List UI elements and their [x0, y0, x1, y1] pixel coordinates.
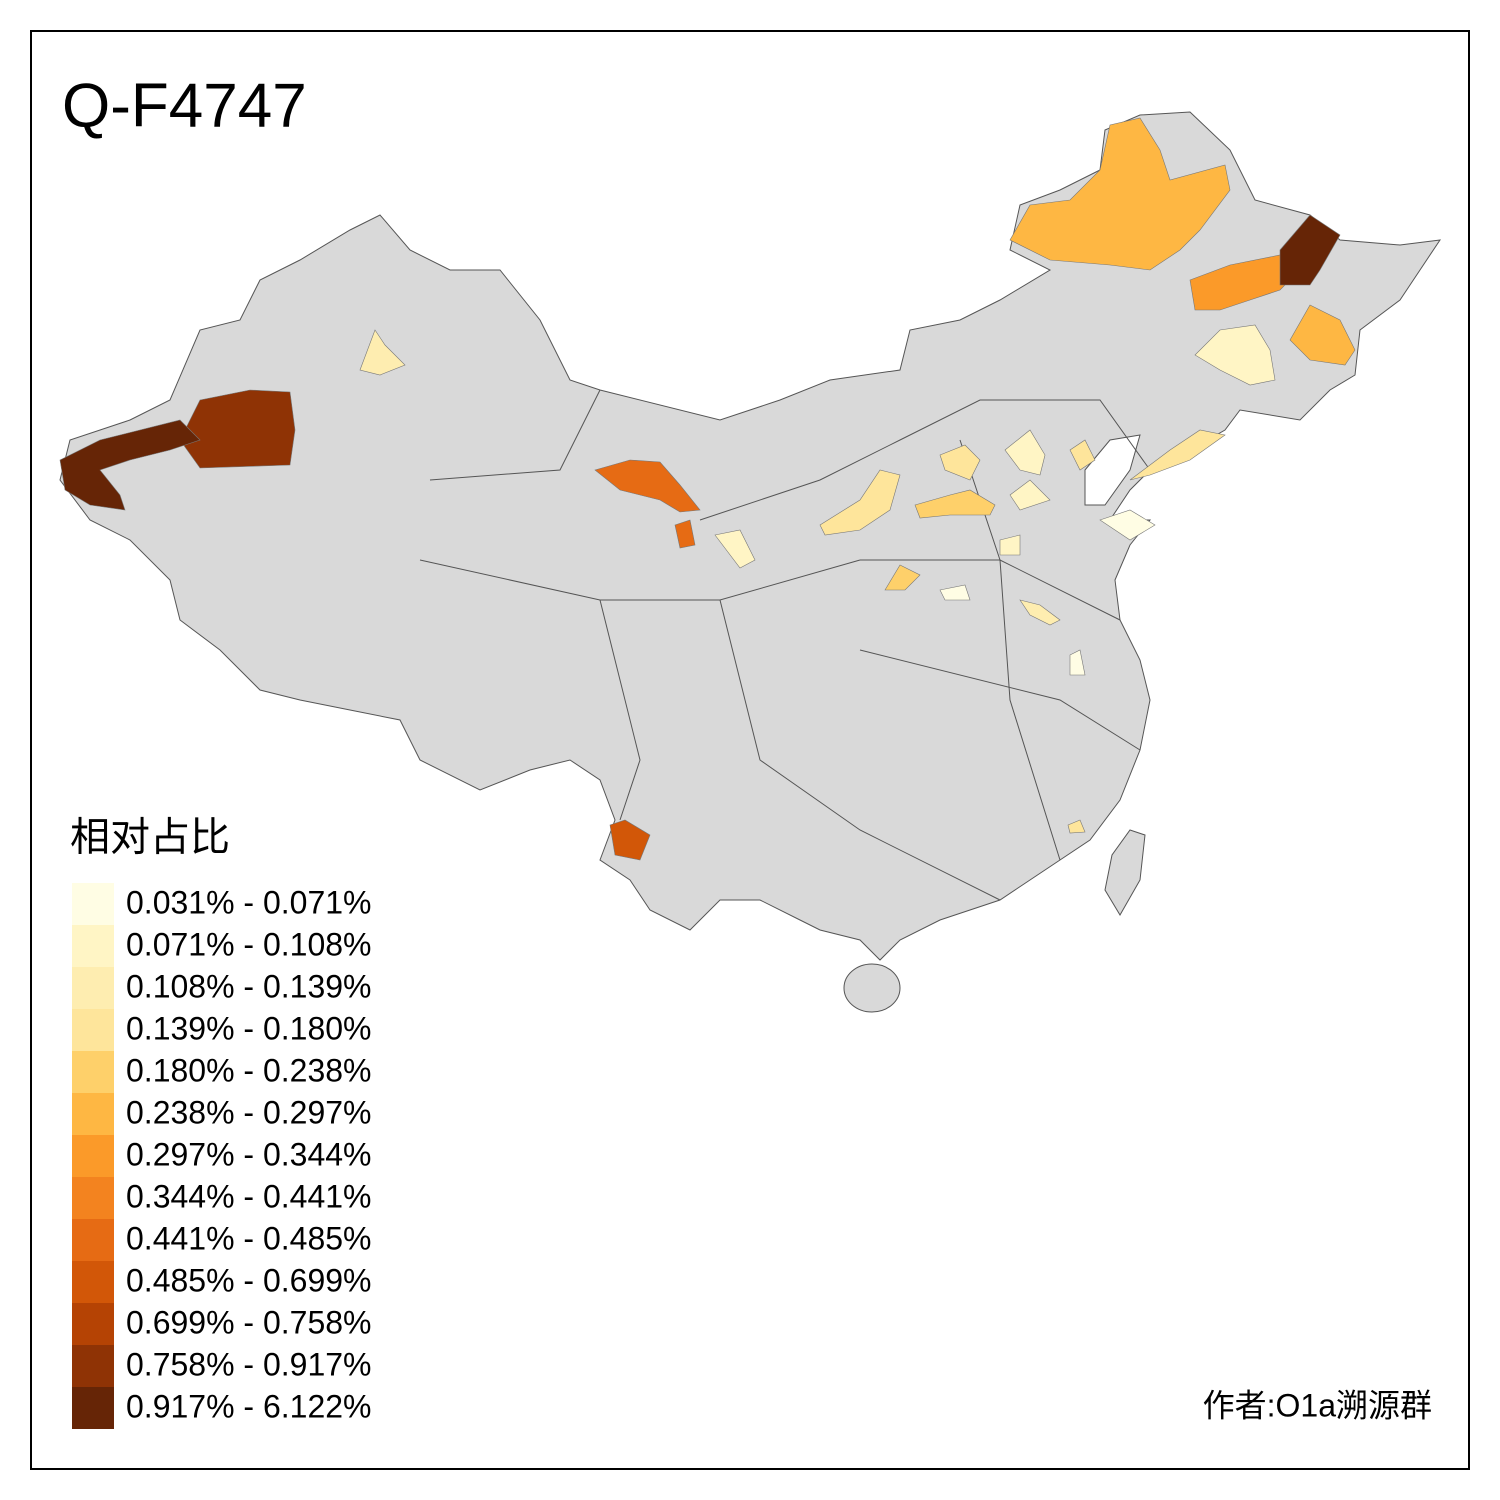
region [1004, 429, 1046, 476]
region [884, 564, 921, 591]
region [1189, 254, 1301, 311]
country-outline [59, 111, 1442, 961]
legend-swatch [72, 1303, 114, 1345]
region [1069, 439, 1096, 471]
legend-swatch [72, 1051, 114, 1093]
region [1194, 324, 1276, 386]
region [1019, 599, 1061, 626]
legend-label: 0.917% - 6.122% [126, 1388, 372, 1424]
legend-label: 0.297% - 0.344% [126, 1136, 372, 1172]
legend-swatch [72, 967, 114, 1009]
legend-label: 0.441% - 0.485% [126, 1220, 372, 1256]
legend-label: 0.108% - 0.139% [126, 968, 372, 1004]
legend-swatch [72, 1387, 114, 1429]
region [819, 469, 901, 536]
title: Q-F4747 [62, 71, 307, 140]
region [714, 529, 756, 569]
region [1009, 117, 1231, 271]
legend-swatch [72, 883, 114, 925]
region [914, 489, 996, 519]
legend-swatch [72, 1177, 114, 1219]
legend-swatch [72, 1261, 114, 1303]
bohai-sea [1084, 434, 1141, 506]
legend-title: 相对占比 [70, 816, 230, 860]
region [1129, 429, 1226, 481]
legend-swatch [72, 1093, 114, 1135]
region [999, 534, 1021, 556]
legend-label: 0.238% - 0.297% [126, 1094, 372, 1130]
author: 作者:O1a溯源群 [1203, 1387, 1432, 1423]
region [59, 419, 201, 511]
legend-swatch [72, 1135, 114, 1177]
legend-label: 0.344% - 0.441% [126, 1178, 372, 1214]
region [1069, 649, 1086, 676]
legend-swatch [72, 925, 114, 967]
legend-swatch [72, 1345, 114, 1387]
legend-label: 0.758% - 0.917% [126, 1346, 372, 1382]
region [939, 584, 971, 601]
region [1279, 214, 1341, 286]
region [1099, 509, 1156, 541]
region [939, 444, 981, 481]
legend-swatch [72, 1009, 114, 1051]
hainan [843, 963, 901, 1013]
region [1067, 819, 1086, 834]
legend: 0.031% - 0.071% 0.071% - 0.108% 0.108% - 0… [72, 883, 372, 1429]
region [1009, 479, 1051, 511]
map [59, 111, 1442, 1013]
legend-swatch [72, 1219, 114, 1261]
region [594, 459, 701, 513]
region [674, 519, 696, 549]
region [609, 819, 651, 861]
legend-label: 0.485% - 0.699% [126, 1262, 372, 1298]
legend-label: 0.031% - 0.071% [126, 884, 372, 920]
taiwan [1104, 829, 1146, 916]
legend-label: 0.071% - 0.108% [126, 926, 372, 962]
region [1289, 304, 1356, 366]
region [359, 329, 406, 376]
legend-label: 0.139% - 0.180% [126, 1010, 372, 1046]
legend-label: 0.180% - 0.238% [126, 1052, 372, 1088]
legend-label: 0.699% - 0.758% [126, 1304, 372, 1340]
